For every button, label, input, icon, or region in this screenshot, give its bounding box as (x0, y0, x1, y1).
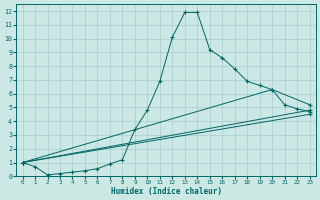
X-axis label: Humidex (Indice chaleur): Humidex (Indice chaleur) (111, 187, 221, 196)
